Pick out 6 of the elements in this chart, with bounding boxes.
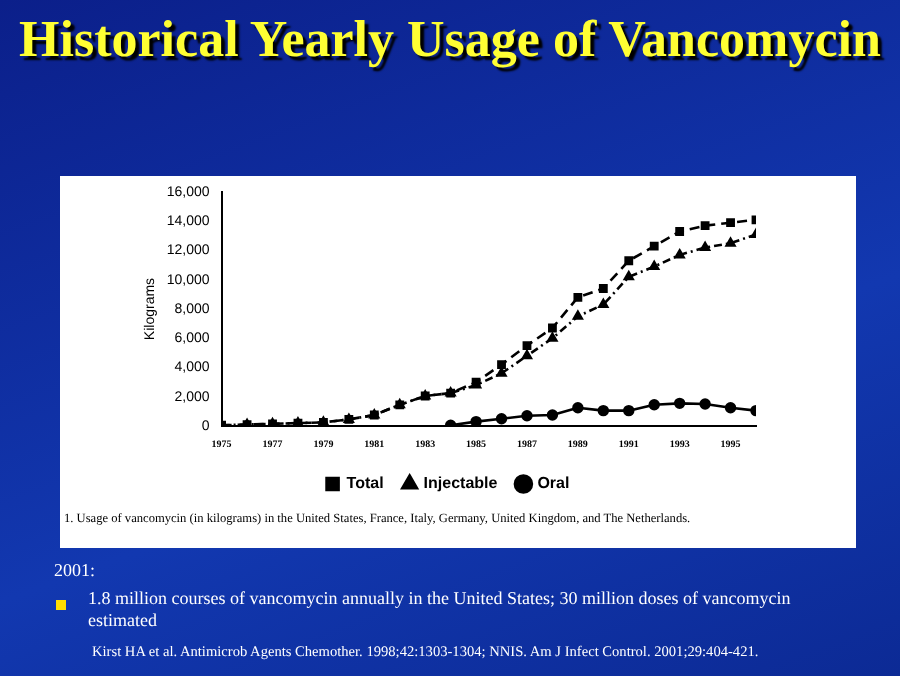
text: 2001: [54,560,96,580]
text: 1.8 million courses of vancomycin annually in the United States; 30 million doses of vancomycin estimated [88,588,793,632]
legend-label: Total [346,474,384,493]
chart-title: Historical Yearly Usage of Vancomycin [17,8,883,72]
legend-label: Injectable [423,474,499,493]
legend-label: Oral [537,474,570,493]
